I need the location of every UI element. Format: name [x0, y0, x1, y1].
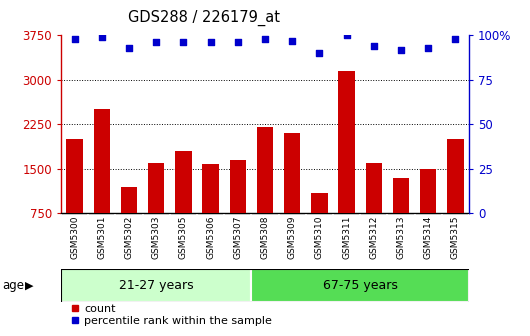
Bar [393, 178, 409, 213]
Point [288, 38, 296, 43]
Point [179, 40, 188, 45]
Bar [229, 160, 246, 213]
Text: GSM5315: GSM5315 [451, 216, 460, 259]
Bar [339, 71, 355, 213]
Text: GSM5313: GSM5313 [396, 216, 405, 259]
Bar [251, 269, 469, 302]
Bar [175, 151, 191, 213]
Bar [420, 169, 436, 213]
Point [342, 33, 351, 38]
Text: GSM5303: GSM5303 [152, 216, 161, 259]
Point [98, 34, 106, 40]
Text: GSM5309: GSM5309 [288, 216, 297, 259]
Point [70, 36, 79, 42]
Bar [94, 110, 110, 213]
Point [451, 36, 460, 42]
Point [369, 43, 378, 49]
Text: 21-27 years: 21-27 years [119, 279, 193, 292]
Point [206, 40, 215, 45]
Legend: count, percentile rank within the sample: count, percentile rank within the sample [66, 299, 277, 330]
Text: GSM5311: GSM5311 [342, 216, 351, 259]
Text: GSM5310: GSM5310 [315, 216, 324, 259]
Text: GSM5301: GSM5301 [98, 216, 106, 259]
Text: GSM5308: GSM5308 [261, 216, 269, 259]
Bar [121, 187, 137, 213]
Text: ▶: ▶ [25, 281, 34, 291]
Text: 67-75 years: 67-75 years [323, 279, 398, 292]
Bar [366, 163, 382, 213]
Text: GSM5302: GSM5302 [125, 216, 134, 259]
Bar [202, 164, 219, 213]
Bar [148, 163, 164, 213]
Point [261, 36, 269, 42]
Text: GSM5305: GSM5305 [179, 216, 188, 259]
Point [424, 45, 432, 50]
Point [397, 47, 405, 52]
Bar [284, 133, 301, 213]
Point [234, 40, 242, 45]
Bar [66, 139, 83, 213]
Bar [447, 139, 464, 213]
Text: GDS288 / 226179_at: GDS288 / 226179_at [128, 10, 280, 26]
Point [315, 50, 324, 56]
Bar [311, 193, 328, 213]
Bar [61, 269, 251, 302]
Text: GSM5312: GSM5312 [369, 216, 378, 259]
Bar [257, 127, 273, 213]
Text: GSM5307: GSM5307 [233, 216, 242, 259]
Text: GSM5314: GSM5314 [424, 216, 432, 259]
Point [152, 40, 161, 45]
Text: GSM5300: GSM5300 [70, 216, 79, 259]
Text: age: age [3, 279, 25, 292]
Point [125, 45, 133, 50]
Text: GSM5306: GSM5306 [206, 216, 215, 259]
